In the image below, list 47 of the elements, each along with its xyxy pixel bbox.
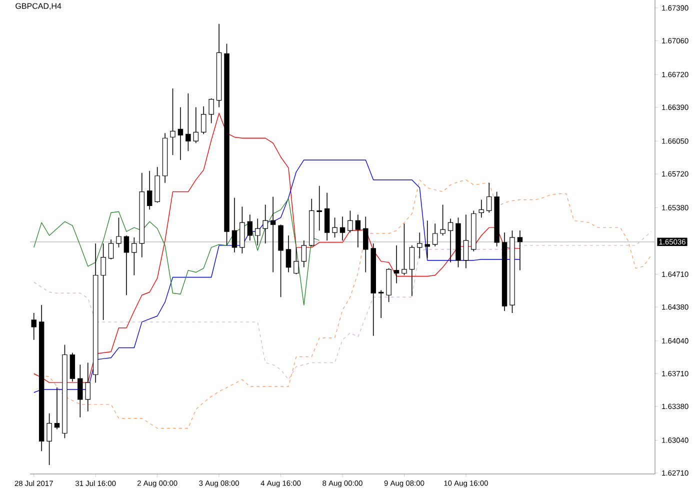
candlestick	[31, 312, 36, 340]
candlestick	[394, 245, 400, 284]
candlestick	[409, 245, 415, 297]
candlestick	[132, 237, 137, 276]
candlestick	[478, 199, 484, 218]
candlestick	[332, 217, 338, 238]
candlestick	[70, 352, 76, 382]
candlestick	[54, 387, 60, 430]
chart-title: GBPCAD,H4	[16, 3, 62, 10]
candlestick	[402, 223, 407, 276]
candlestick	[448, 218, 454, 263]
candlestick	[417, 232, 422, 259]
candlestick	[348, 210, 353, 233]
candlestick	[432, 223, 438, 247]
candlestick	[208, 98, 214, 124]
candlestick	[486, 182, 492, 214]
candlestick	[363, 216, 368, 273]
candlestick	[440, 204, 446, 236]
candlestick	[85, 362, 90, 412]
candlestick	[201, 106, 206, 135]
candlestick	[340, 216, 346, 241]
candlestick	[232, 197, 238, 253]
candlestick	[46, 412, 52, 466]
candlestick	[247, 214, 253, 241]
candlestick	[424, 220, 430, 259]
candlestick	[286, 235, 292, 273]
candlestick	[517, 230, 523, 271]
candlestick	[378, 290, 384, 318]
candlestick	[186, 93, 191, 152]
candlestick	[301, 240, 307, 268]
candlestick	[78, 364, 83, 418]
candlestick	[324, 192, 330, 241]
candlestick	[116, 217, 122, 248]
candlestick	[146, 170, 152, 210]
candlestick	[178, 106, 184, 160]
candlestick	[255, 218, 260, 246]
candlestick	[316, 185, 322, 231]
candlestick	[262, 204, 268, 244]
candlestick	[355, 214, 361, 248]
candlestick	[270, 196, 276, 273]
candlestick	[170, 88, 176, 156]
candlestick	[100, 243, 106, 320]
candlestick	[463, 214, 469, 269]
candlestick	[108, 239, 114, 260]
candlestick	[193, 106, 199, 144]
candlestick	[124, 235, 130, 296]
candlestick	[294, 247, 299, 275]
